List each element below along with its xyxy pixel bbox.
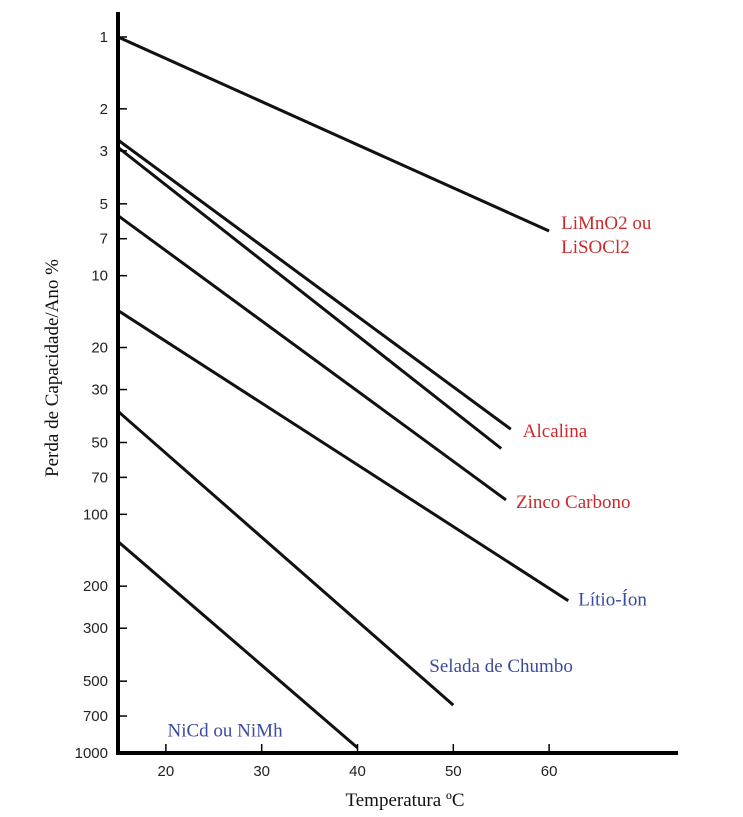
x-tick-label: 50 [445,763,462,780]
series-label: LiMnO2 ou LiSOCl2 [561,213,652,258]
x-tick-label: 30 [253,763,270,780]
series-line [117,309,570,602]
series-line [117,214,507,502]
y-tick-label: 5 [100,196,108,213]
y-tick-label: 100 [83,506,108,523]
series-label: Alcalina [523,421,588,442]
y-tick-label: 2 [100,101,108,118]
y-tick-label: 1000 [75,745,108,762]
x-tick-label: 60 [541,763,558,780]
y-tick-label: 500 [83,673,108,690]
x-axis-ticks: 20 30 40 50 60 [158,744,558,780]
y-tick-label: 30 [91,382,108,399]
y-tick-label: 1 [100,29,108,46]
y-tick-label: 300 [83,620,108,637]
x-tick-label: 40 [349,763,366,780]
series-label: NiCd ou NiMh [168,721,284,742]
y-tick-label: 70 [91,469,108,486]
y-tick-label: 50 [91,434,108,451]
series-line [117,35,550,233]
y-tick-label: 7 [100,231,108,248]
series-labels: LiMnO2 ou LiSOCl2 Alcalina Zinco Carbono Lít… [168,213,652,742]
x-tick-label: 20 [158,763,175,780]
y-tick-label: 20 [91,340,108,357]
series-line [117,410,455,707]
y-tick-label: 200 [83,578,108,595]
series-line [117,138,512,431]
series-lines [117,35,570,749]
y-axis-label: Perda de Capacidade/Ano % [42,259,63,477]
series-label: Selada de Chumbo [429,656,573,677]
series-line [117,540,359,749]
x-axis-label: Temperatura ºC [345,790,464,811]
series-label: Lítio-Íon [578,589,647,611]
series-line [117,146,503,450]
y-tick-label: 3 [100,143,108,160]
series-label: Zinco Carbono [516,492,631,513]
y-tick-label: 700 [83,708,108,725]
y-tick-label: 10 [91,268,108,285]
y-axis-ticks: 1 2 3 5 7 10 20 30 50 70 100 200 300 500 700 1000 [75,29,127,762]
